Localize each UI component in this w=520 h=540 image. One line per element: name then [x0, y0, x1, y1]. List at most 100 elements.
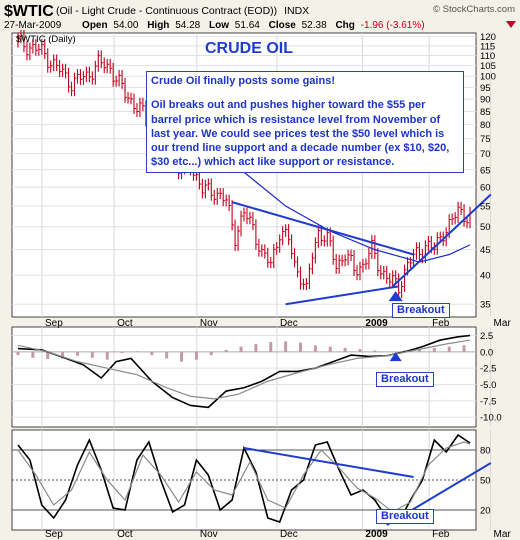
low-label: Low	[209, 20, 229, 31]
price-y-tick: 70	[480, 149, 491, 160]
breakout-label-macd: Breakout	[376, 372, 434, 387]
price-y-tick: 105	[480, 61, 496, 72]
macd-histogram-bar	[105, 351, 109, 360]
macd-y-tick: -7.5	[480, 396, 496, 407]
open-value: 54.00	[113, 20, 138, 31]
open-label: Open	[82, 20, 108, 31]
macd-histogram-bar	[135, 351, 139, 352]
x-tick-label-bottom: Feb	[432, 529, 450, 540]
stochastic-y-tick: 50	[480, 476, 491, 487]
macd-y-tick: 2.5	[480, 331, 493, 342]
macd-histogram	[16, 341, 466, 362]
up-arrow-icon	[388, 291, 403, 302]
instrument-description: (Oil - Light Crude - Continuous Contract…	[56, 5, 277, 17]
quote-date: 27-Mar-2009	[4, 20, 62, 31]
price-y-tick: 60	[480, 183, 491, 194]
price-y-tick: 90	[480, 95, 491, 106]
macd-y-tick: -10.0	[480, 413, 502, 424]
trendline-downtrend	[243, 447, 414, 478]
trendline-support-extension	[392, 193, 492, 288]
x-tick-label-main: Mar	[494, 318, 512, 329]
high-value: 54.28	[175, 20, 200, 31]
down-triangle-icon	[506, 21, 516, 28]
macd-histogram-bar	[299, 342, 302, 352]
stochastic-y-tick: 80	[480, 446, 491, 457]
macd-histogram-bar	[90, 351, 94, 358]
price-y-tick: 115	[480, 41, 495, 52]
quote-line: 27-Mar-2009 Open 54.00 High 54.28 Low 51…	[4, 20, 425, 31]
x-tick-label-bottom: 2009	[365, 529, 388, 540]
price-y-tick: 100	[480, 72, 496, 83]
macd-histogram-bar	[224, 349, 228, 352]
instrument-name: (Oil - Light Crude - Continuous Contract…	[56, 5, 309, 17]
macd-histogram-bar	[194, 351, 198, 360]
close-label: Close	[269, 20, 297, 31]
macd-histogram-bar	[165, 351, 169, 359]
macd-histogram-bar	[284, 341, 288, 352]
up-arrow-icon	[389, 352, 402, 362]
ticker-symbol: $WTIC	[4, 3, 54, 20]
macd-y-tick: -2.5	[480, 364, 496, 375]
stochastic-y-tick: 20	[480, 506, 491, 517]
macd-histogram-bar	[417, 349, 421, 352]
macd-histogram-bar	[46, 351, 50, 360]
x-tick-label-bottom: Nov	[200, 529, 218, 540]
chart-header: $WTIC (Oil - Light Crude - Continuous Co…	[4, 3, 516, 31]
price-y-tick: 80	[480, 120, 491, 131]
price-y-tick: 85	[480, 107, 491, 118]
x-tick-label-main: Nov	[200, 318, 218, 329]
price-y-tick: 120	[480, 32, 496, 43]
macd-y-tick: 0.0	[480, 347, 493, 358]
macd-histogram-bar	[31, 351, 35, 358]
macd-histogram-bar	[120, 351, 124, 354]
price-y-tick: 40	[480, 271, 491, 282]
macd-histogram-bar	[358, 349, 362, 352]
change-value: -1.96 (-3.61%)	[361, 20, 425, 31]
x-tick-label-bottom: Mar	[494, 529, 512, 540]
price-y-tick: 95	[480, 83, 491, 94]
price-y-tick: 75	[480, 134, 491, 145]
x-tick-label-main: Dec	[280, 318, 298, 329]
macd-histogram-bar	[313, 345, 317, 352]
macd-histogram-bar	[61, 351, 65, 359]
price-y-tick: 50	[480, 222, 491, 233]
x-tick-label-bottom: Dec	[280, 529, 298, 540]
brand-watermark: © StockCharts.com	[433, 4, 515, 15]
trendline-resistance	[231, 201, 414, 256]
change-label: Chg	[335, 20, 354, 31]
x-tick-label-main: Feb	[432, 318, 450, 329]
macd-histogram-bar	[328, 346, 332, 352]
macd-histogram-bar	[16, 351, 20, 356]
macd-histogram-bar	[254, 343, 258, 352]
price-y-tick: 55	[480, 202, 491, 213]
annotation-headline: Crude Oil finally posts some gains!	[151, 75, 335, 87]
macd-histogram-bar	[343, 347, 347, 352]
macd-histogram-bar	[373, 350, 377, 352]
macd-histogram-bar	[180, 351, 184, 362]
low-value: 51.64	[235, 20, 260, 31]
chart-headline: CRUDE OIL	[205, 40, 293, 57]
price-y-tick: 65	[480, 165, 491, 176]
macd-histogram-bar	[209, 351, 213, 356]
macd-y-tick: -5.0	[480, 380, 496, 391]
x-tick-label-main: Sep	[45, 318, 63, 329]
macd-histogram-bar	[462, 345, 466, 352]
breakout-label-stochastic: Breakout	[376, 509, 434, 524]
exchange-code: INDX	[284, 5, 309, 17]
trendline-support	[285, 285, 399, 306]
x-tick-label-main: Oct	[117, 318, 133, 329]
high-label: High	[147, 20, 169, 31]
x-tick-label-bottom: Sep	[45, 529, 63, 540]
price-y-tick: 45	[480, 245, 491, 256]
x-tick-label-bottom: Oct	[117, 529, 133, 540]
macd-histogram-bar	[75, 351, 79, 356]
breakout-label-price: Breakout	[392, 303, 450, 318]
annotation-body: Oil breaks out and pushes higher toward …	[151, 99, 450, 169]
price-y-tick: 110	[480, 51, 495, 62]
macd-histogram-bar	[150, 351, 154, 356]
annotation-box: Crude Oil finally posts some gains! Oil …	[146, 71, 464, 173]
macd-histogram-bar	[432, 347, 436, 352]
price-panel-legend: $WTIC (Daily)	[16, 34, 76, 45]
price-y-tick: 35	[480, 300, 491, 311]
stochastic-slow-line	[17, 441, 471, 513]
